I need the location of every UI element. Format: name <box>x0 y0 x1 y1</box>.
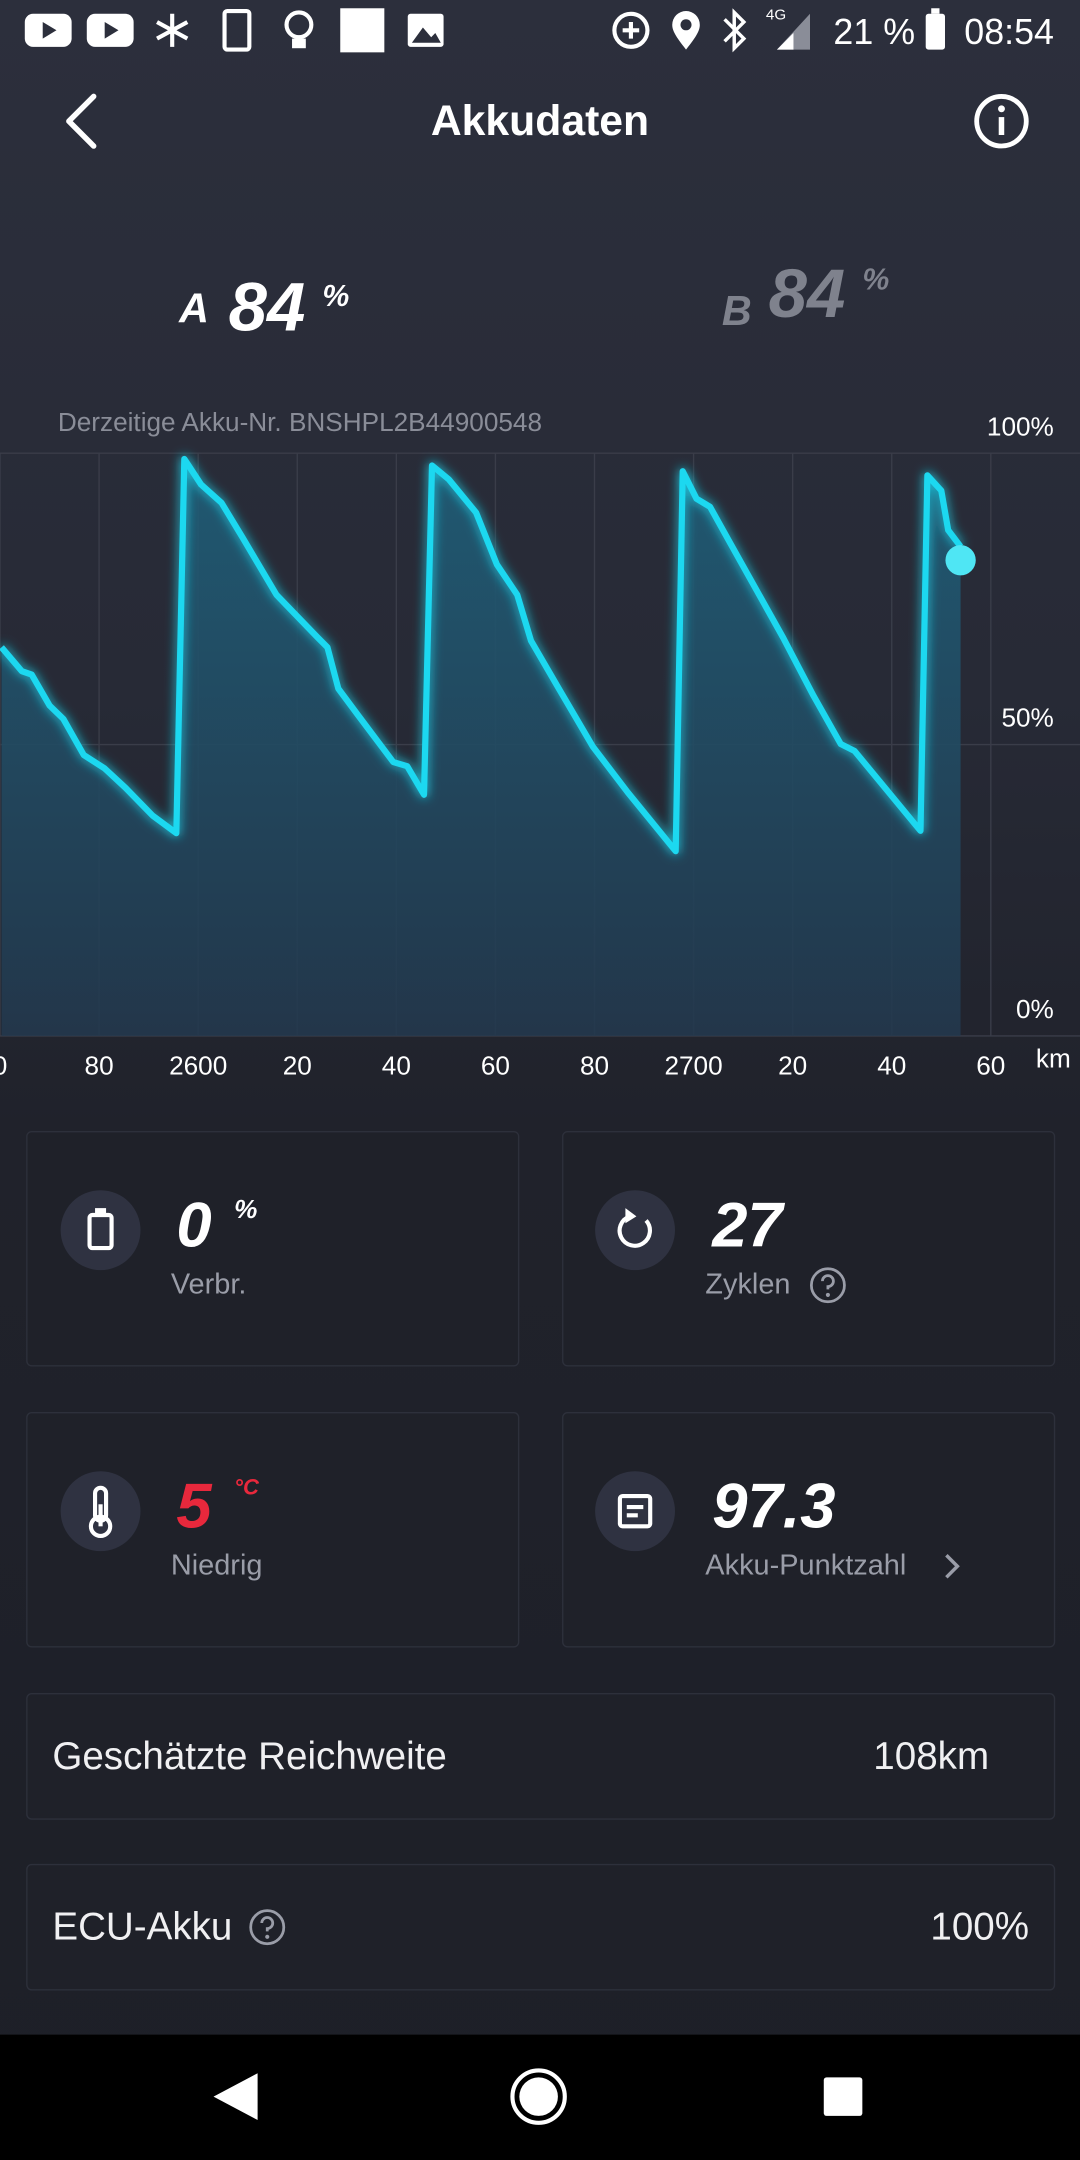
row-value: 108km <box>873 1734 990 1778</box>
y-tick-label: 0% <box>1016 994 1054 1024</box>
icon <box>60 1471 141 1552</box>
card: 0 % Verbr. <box>26 1130 520 1367</box>
x-tick-label: 40 <box>877 1051 906 1081</box>
x-tick-label: 60 <box>976 1051 1005 1081</box>
nav-back[interactable] <box>213 2073 258 2121</box>
x-tick-label: 80 <box>85 1051 114 1081</box>
ecu-row: ECU-Akku 100% <box>26 1863 1056 1991</box>
icon <box>60 1190 141 1271</box>
x-tick-label: 80 <box>580 1051 609 1081</box>
stat-value: 0 <box>176 1188 212 1261</box>
x-tick-label: 2700 <box>664 1051 722 1081</box>
status-icons <box>24 8 945 53</box>
x-tick-label: 0 <box>0 1051 7 1081</box>
row-label: ECU-Akku <box>52 1905 233 1948</box>
x-tick-label: 40 <box>382 1051 411 1081</box>
x-tick-label: 20 <box>283 1051 312 1081</box>
stat-unit: % <box>234 1195 258 1225</box>
x-axis-unit: km <box>1036 1044 1071 1074</box>
y-tick-label: 50% <box>1001 703 1053 733</box>
help-icon[interactable] <box>248 1908 287 1947</box>
card: 5 °C Niedrig <box>26 1411 520 1648</box>
row-value: 100% <box>930 1905 1030 1948</box>
card[interactable]: 97.3 Akku-Punktzahl <box>562 1411 1056 1648</box>
battery-unit: % <box>322 278 350 313</box>
battery-unit: % <box>862 261 890 297</box>
row-label: Geschätzte Reichweite <box>52 1734 447 1778</box>
status-bar: 4G 21 % 08:54 <box>0 0 1080 66</box>
help-icon[interactable] <box>809 1266 848 1305</box>
battery-value: 84 <box>228 268 306 346</box>
back-button[interactable] <box>50 88 116 154</box>
y-tick-label: 100% <box>987 411 1054 441</box>
chart: Derzeitige Akku-Nr. BNSHPL2B44900548 km … <box>0 407 1080 1081</box>
stat-label: Verbr. <box>170 1268 247 1301</box>
nav-home[interactable] <box>510 2068 567 2125</box>
x-tick-label: 60 <box>481 1051 510 1081</box>
battery-label: B <box>721 289 752 335</box>
network-type: 4G <box>765 6 787 24</box>
page-title: Akkudaten <box>430 96 650 145</box>
clock: 08:54 <box>964 11 1054 53</box>
nav-buttons <box>213 2068 863 2125</box>
nav-recents[interactable] <box>823 2077 863 2116</box>
icon <box>595 1471 675 1552</box>
range-row: Geschätzte Reichweite 108km <box>26 1693 1056 1820</box>
chart-subtitle: Derzeitige Akku-Nr. BNSHPL2B44900548 <box>58 407 542 437</box>
battery-level: 21 % <box>833 11 916 53</box>
stat-label: Akku-Punktzahl <box>705 1549 907 1582</box>
icon <box>595 1190 675 1271</box>
stat-value: 5 <box>176 1469 212 1542</box>
x-tick-label: 2600 <box>169 1051 227 1081</box>
chevron-icon <box>945 1554 960 1579</box>
stat-value: 27 <box>712 1188 783 1261</box>
stat-label: Zyklen <box>705 1268 791 1301</box>
line <box>0 455 964 855</box>
card[interactable]: 27 Zyklen <box>562 1130 1056 1367</box>
area <box>1 459 961 1036</box>
nav-bar <box>0 2034 1080 2160</box>
stat-value: 97.3 <box>712 1469 836 1542</box>
current-point <box>945 545 976 576</box>
stat-unit: °C <box>234 1476 259 1501</box>
battery-value: 84 <box>768 254 846 332</box>
stat-label: Niedrig <box>170 1549 263 1582</box>
x-tick-label: 20 <box>778 1051 807 1081</box>
info-button[interactable] <box>970 90 1033 153</box>
battery-label: A <box>179 286 209 332</box>
